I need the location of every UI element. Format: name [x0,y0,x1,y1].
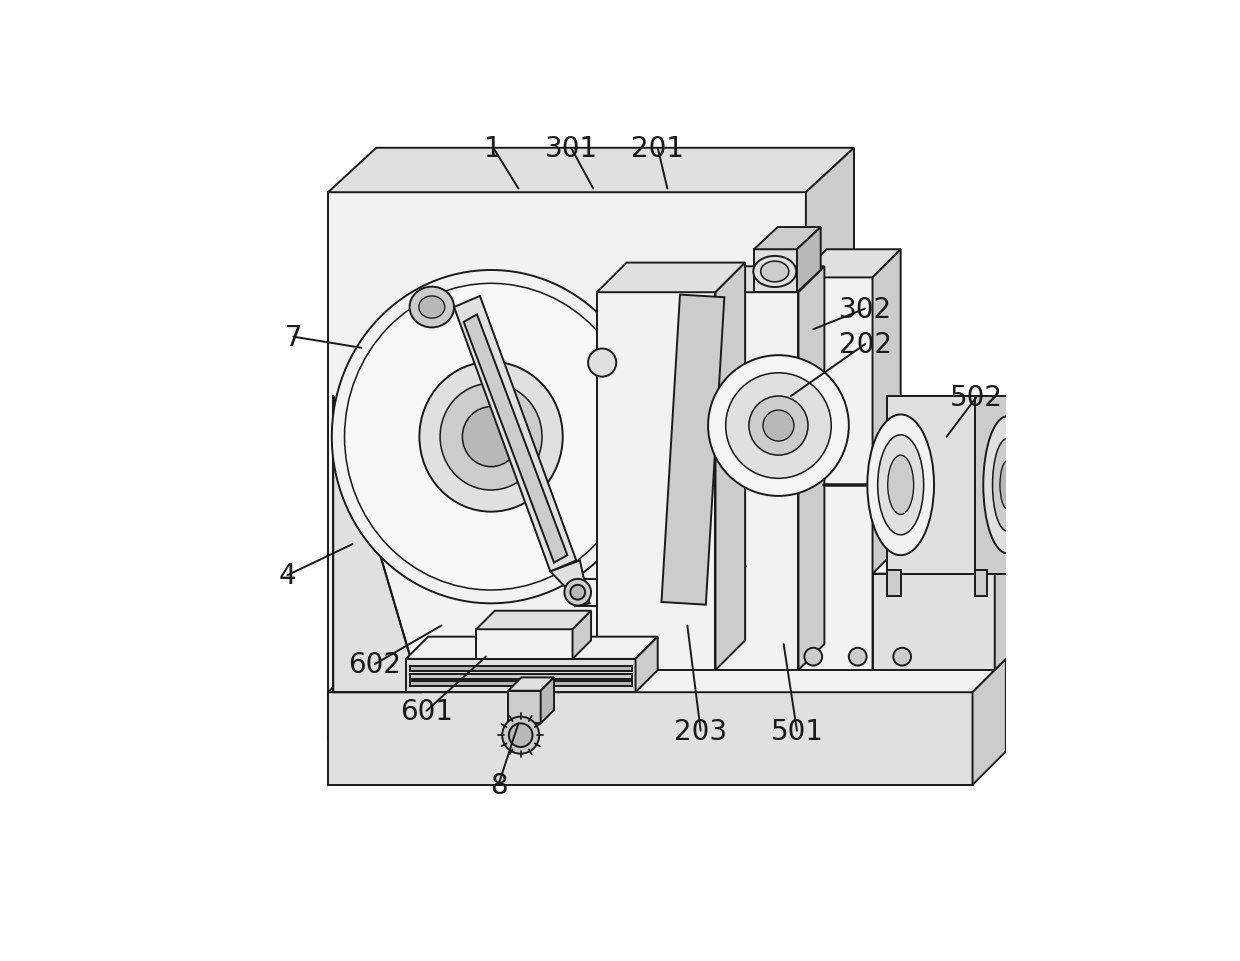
Polygon shape [409,674,632,679]
Polygon shape [873,250,900,671]
Polygon shape [717,293,799,671]
Ellipse shape [708,356,849,497]
Text: 301: 301 [544,135,598,162]
Polygon shape [405,659,635,693]
Ellipse shape [463,407,520,467]
Polygon shape [797,228,821,293]
Circle shape [508,724,532,748]
Text: 7: 7 [284,323,303,352]
Ellipse shape [878,435,924,535]
Text: 202: 202 [838,331,892,358]
Polygon shape [799,250,900,278]
Text: 501: 501 [770,717,823,745]
Polygon shape [799,267,825,671]
Polygon shape [635,637,657,693]
Polygon shape [329,193,806,741]
Polygon shape [888,571,900,596]
Ellipse shape [753,257,796,287]
Polygon shape [329,149,854,193]
Polygon shape [661,295,724,605]
Polygon shape [799,278,873,671]
Polygon shape [551,561,589,606]
Text: 302: 302 [838,295,892,323]
Ellipse shape [888,456,914,515]
Polygon shape [329,659,1006,693]
Circle shape [805,648,822,666]
Ellipse shape [999,461,1014,509]
Polygon shape [409,681,632,686]
Polygon shape [873,555,1013,574]
Ellipse shape [440,384,542,490]
Ellipse shape [749,397,808,456]
Text: 502: 502 [950,384,1003,412]
Polygon shape [476,629,573,659]
Ellipse shape [409,287,454,328]
Ellipse shape [345,284,637,590]
Ellipse shape [992,439,1022,531]
Circle shape [570,585,585,600]
Polygon shape [754,228,821,250]
Circle shape [893,648,911,666]
Ellipse shape [332,271,650,604]
Text: 201: 201 [631,135,684,162]
Text: 601: 601 [401,697,453,725]
Polygon shape [508,691,541,724]
Ellipse shape [419,362,563,512]
Polygon shape [888,397,987,574]
Polygon shape [334,397,420,693]
Polygon shape [994,555,1013,671]
Polygon shape [972,659,1006,785]
Polygon shape [754,250,797,293]
Ellipse shape [983,417,1032,554]
Ellipse shape [763,410,794,441]
Circle shape [849,648,867,666]
Polygon shape [873,574,994,671]
Ellipse shape [419,297,445,319]
Polygon shape [464,315,568,563]
Polygon shape [596,263,745,293]
Polygon shape [975,397,1009,574]
Polygon shape [806,149,854,741]
Text: 602: 602 [348,651,402,678]
Polygon shape [329,693,972,785]
Text: 4: 4 [279,561,296,589]
Ellipse shape [588,349,616,378]
Polygon shape [476,611,591,629]
Text: 1: 1 [485,135,502,162]
Ellipse shape [760,261,789,283]
Text: 8: 8 [490,771,507,799]
Circle shape [564,579,591,606]
Ellipse shape [867,415,934,555]
Polygon shape [541,678,554,724]
Polygon shape [454,297,577,572]
Text: 203: 203 [675,717,727,745]
Polygon shape [508,678,554,691]
Polygon shape [409,667,632,672]
Polygon shape [717,267,825,293]
Circle shape [502,717,539,754]
Polygon shape [975,571,987,596]
Ellipse shape [725,374,831,479]
Polygon shape [596,293,715,671]
Polygon shape [405,637,657,659]
Polygon shape [573,611,591,659]
Polygon shape [715,263,745,671]
